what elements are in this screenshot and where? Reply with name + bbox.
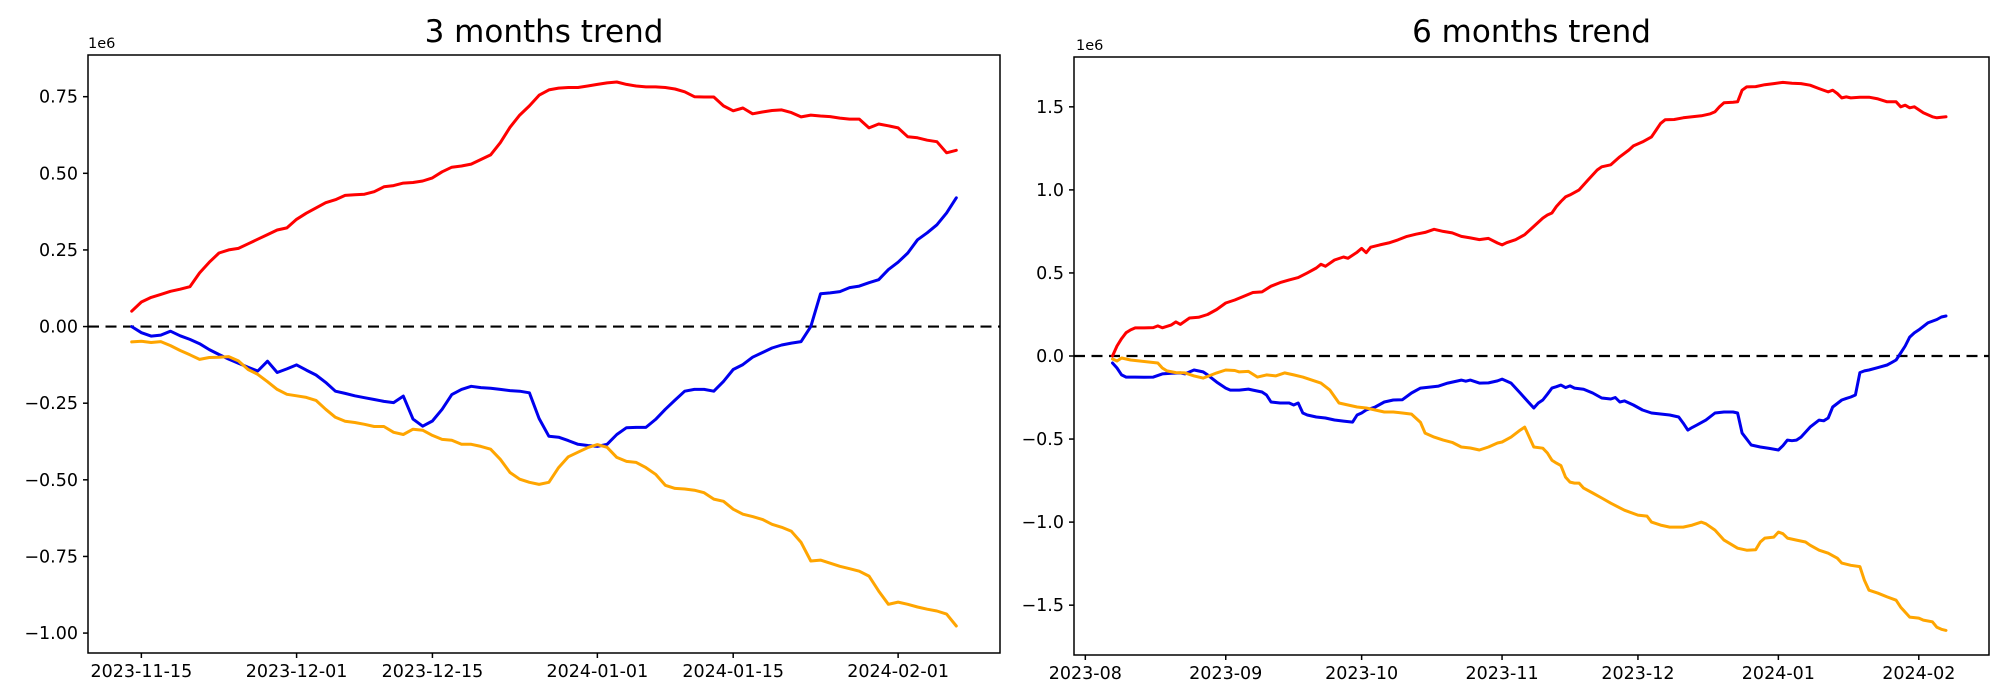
x-tick-label: 2023-12-15 xyxy=(382,662,484,682)
y-tick-label: −1.0 xyxy=(1022,513,1065,533)
x-tick-label: 2023-10 xyxy=(1325,664,1398,684)
y-tick-label: 0.25 xyxy=(39,241,78,261)
y-tick-label: 0.5 xyxy=(1036,264,1064,284)
series-line-orange xyxy=(1111,356,1948,632)
plot-spines xyxy=(87,54,1001,654)
y-tick-label: −0.5 xyxy=(1022,430,1065,450)
x-tick-label: 2023-12-01 xyxy=(246,662,348,682)
series-line-blue xyxy=(130,196,958,448)
chart-title-3-months: 3 months trend xyxy=(424,14,664,50)
chart-trend-3m: 2023-11-15 2023-12-01 2023-12-15 2024-01-01… xyxy=(24,54,1001,682)
series-line-red xyxy=(1111,80,1948,358)
series-line-orange xyxy=(130,339,958,628)
y-tick-label: −1.5 xyxy=(1022,596,1065,616)
x-tick-label: 2023-09 xyxy=(1189,664,1262,684)
y-tick-label: 0.75 xyxy=(39,88,78,108)
x-tick-label: 2024-01 xyxy=(1742,664,1815,684)
chart-title-6-months: 6 months trend xyxy=(1412,14,1651,50)
series-line-blue xyxy=(1111,314,1948,452)
y-tick-label: 0.0 xyxy=(1036,347,1064,367)
x-tick-label: 2023-08 xyxy=(1049,664,1122,684)
x-tick-label: 2023-11 xyxy=(1465,664,1538,684)
y-tick-label: −0.75 xyxy=(24,547,78,567)
x-tick-label: 2024-01-01 xyxy=(547,662,649,682)
series-line-red xyxy=(130,80,958,313)
x-tick-label: 2024-01-15 xyxy=(682,662,784,682)
x-tick-label: 2024-02 xyxy=(1882,664,1955,684)
y-tick-label: 1.0 xyxy=(1036,181,1064,201)
y-axis-offset-label-3-months: 1e6 xyxy=(88,36,116,52)
y-tick-label: −0.25 xyxy=(24,394,78,414)
chart-trend-6m: 2023-08 2023-09 2023-10 2023-11 2023-12 2024-… xyxy=(1022,56,1990,684)
x-tick-label: 2024-02-01 xyxy=(847,662,949,682)
y-tick-label: 1.5 xyxy=(1036,98,1064,118)
y-tick-label: −1.00 xyxy=(24,624,78,644)
x-tick-label: 2023-11-15 xyxy=(91,662,193,682)
y-axis-offset-label-6-months: 1e6 xyxy=(1076,38,1104,54)
y-tick-label: 0.00 xyxy=(39,318,78,338)
y-tick-label: −0.50 xyxy=(24,471,78,491)
y-tick-label: 0.50 xyxy=(39,164,78,184)
x-tick-label: 2023-12 xyxy=(1601,664,1674,684)
